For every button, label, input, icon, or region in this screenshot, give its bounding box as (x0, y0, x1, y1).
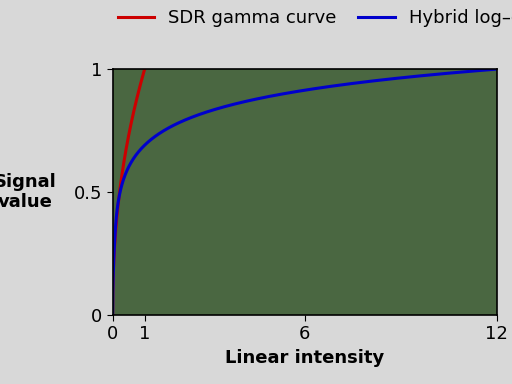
Legend: SDR gamma curve, Hybrid log–gamma: SDR gamma curve, Hybrid log–gamma (118, 9, 512, 27)
Hybrid log–gamma (129, 158, 135, 163)
Hybrid log–gamma (494, 67, 500, 71)
SDR gamma curve (110, 313, 116, 317)
Hybrid log–gamma (286, 91, 292, 95)
Hybrid log–gamma (482, 68, 488, 72)
SDR gamma curve (129, 118, 135, 123)
Hybrid log–gamma (412, 74, 418, 79)
SDR gamma curve (125, 136, 131, 141)
Y-axis label: Signal
value: Signal value (0, 172, 56, 212)
Hybrid log–gamma (482, 68, 488, 72)
X-axis label: Linear intensity: Linear intensity (225, 349, 385, 367)
Hybrid log–gamma (296, 89, 303, 93)
SDR gamma curve (136, 88, 142, 93)
SDR gamma curve (141, 67, 147, 71)
Line: SDR gamma curve: SDR gamma curve (113, 69, 144, 315)
Line: Hybrid log–gamma: Hybrid log–gamma (113, 69, 497, 315)
SDR gamma curve (141, 70, 147, 74)
SDR gamma curve (127, 127, 133, 131)
SDR gamma curve (125, 137, 131, 142)
Hybrid log–gamma (110, 313, 116, 317)
